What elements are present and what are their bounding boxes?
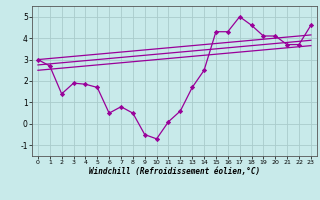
X-axis label: Windchill (Refroidissement éolien,°C): Windchill (Refroidissement éolien,°C) (89, 167, 260, 176)
